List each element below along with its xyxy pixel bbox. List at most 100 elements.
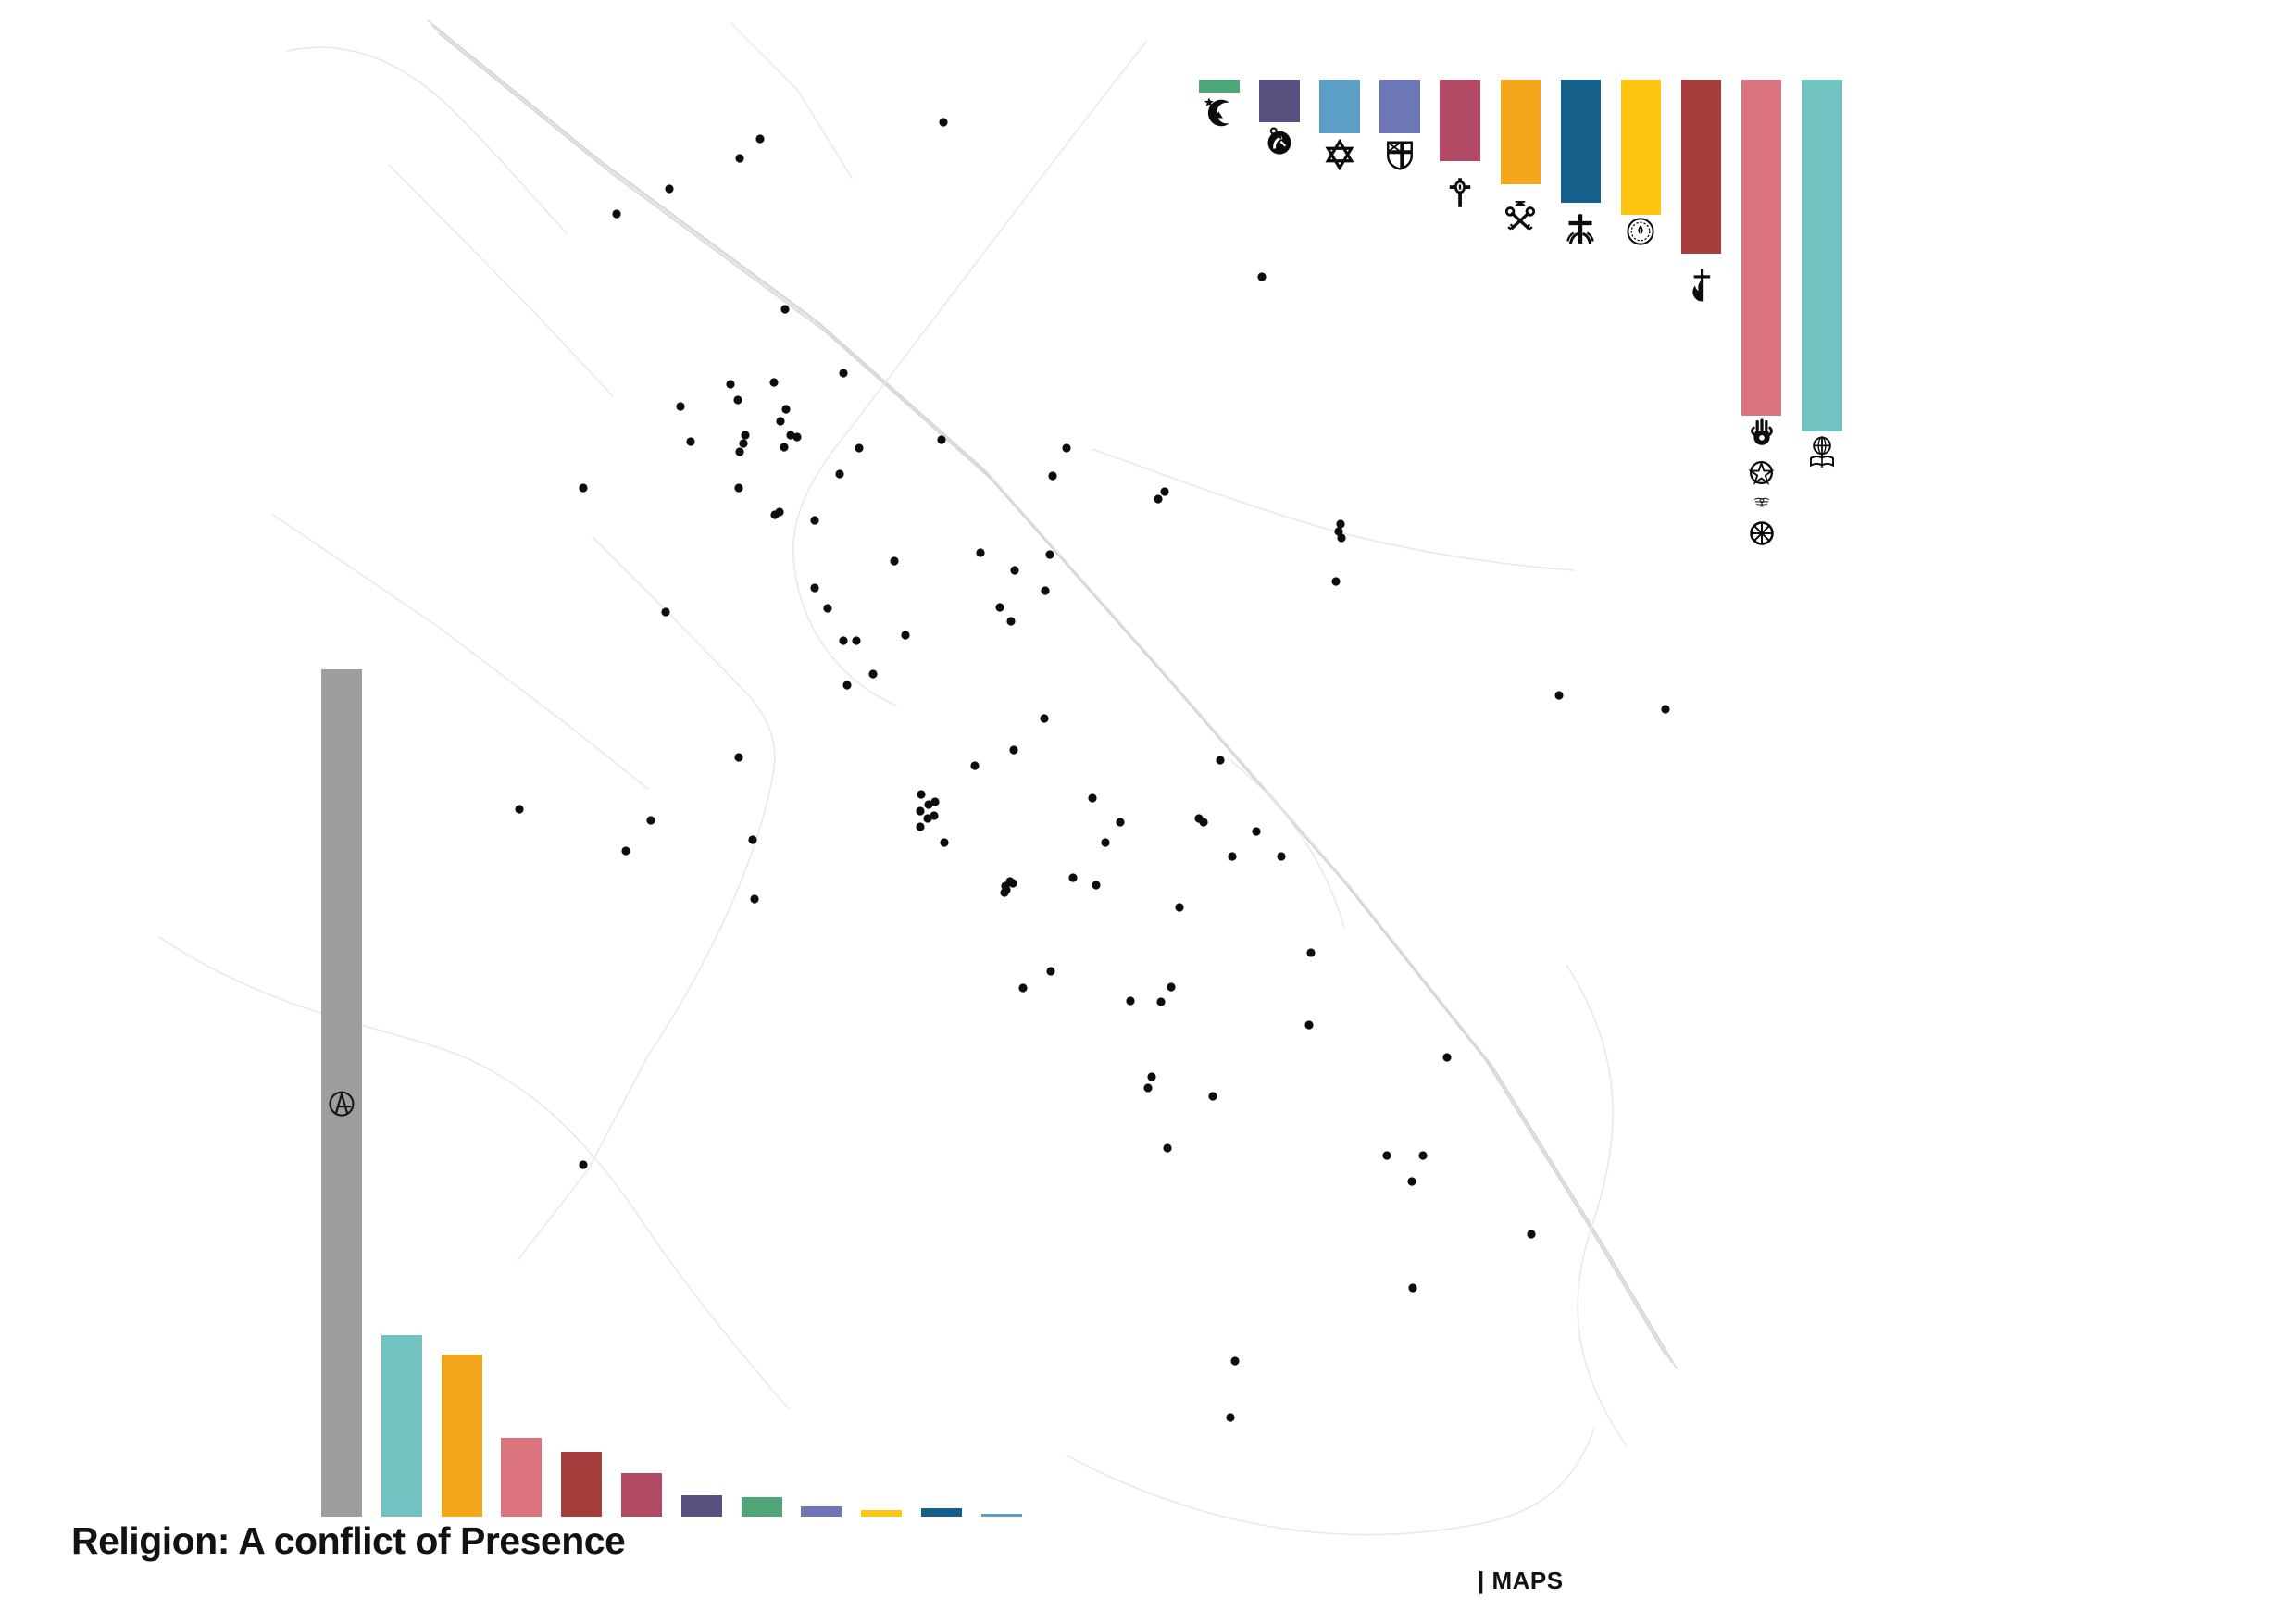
map-point (1277, 852, 1286, 861)
globe-figure-emblem-icon (1264, 125, 1295, 156)
map-point (739, 439, 748, 448)
map-point (923, 814, 932, 823)
top-bar-presbyterian-cross (1560, 80, 1602, 203)
map-point (769, 378, 779, 387)
map-point (780, 305, 790, 314)
budded-cross-icon (1443, 169, 1477, 216)
map-point (868, 669, 878, 679)
map-point (1336, 519, 1345, 529)
map-point (1048, 471, 1057, 481)
map-point (1009, 745, 1018, 755)
top-bar-star-of-david (1319, 80, 1360, 133)
pentacle-icon (1748, 459, 1775, 486)
map-point (1408, 1283, 1417, 1293)
map-point (1156, 997, 1166, 1006)
map-point (735, 154, 744, 163)
map-point (842, 681, 852, 690)
map-point (621, 846, 630, 856)
map-point (1216, 756, 1225, 765)
map-point (1661, 705, 1670, 714)
map-point (835, 469, 844, 479)
map-point (924, 800, 933, 809)
map-point (1306, 948, 1316, 957)
map-point (1527, 1230, 1536, 1239)
map-point (1000, 888, 1009, 897)
map-point (1554, 691, 1564, 700)
map-point (810, 516, 819, 525)
top-bar-budded-cross (1440, 80, 1480, 161)
map-point (515, 805, 524, 814)
map-point (1208, 1092, 1217, 1101)
map-point (661, 607, 670, 617)
map-point (1008, 879, 1017, 888)
map-point (1442, 1053, 1452, 1062)
map-point (1041, 586, 1050, 595)
road-network (158, 19, 1678, 1536)
map-point (1126, 996, 1135, 1006)
bottom-bar-chart (321, 669, 1071, 1517)
map-point (781, 405, 791, 414)
map-point (646, 816, 655, 825)
map-point (1304, 1020, 1314, 1030)
map-point (839, 636, 848, 645)
map-point (916, 822, 925, 831)
bottom-bar-globe-bible (381, 1335, 422, 1517)
map-point (1143, 1083, 1153, 1093)
map-point (786, 431, 795, 440)
map-point (755, 134, 765, 144)
bottom-bar-islam-crescent (741, 1497, 782, 1517)
poi-dots (515, 118, 1670, 1422)
globe-bible-icon (1805, 428, 1839, 476)
bottom-bar-globe-figure-emblem (680, 1495, 722, 1517)
map-point (1116, 818, 1125, 827)
top-bar-globe-figure-emblem (1259, 80, 1300, 122)
bottom-bar-episcopal-shield (801, 1506, 842, 1517)
episcopal-shield-icon (1383, 137, 1416, 174)
bottom-bar-papal-keys (441, 1355, 482, 1517)
map-point (1167, 982, 1176, 992)
map-point (741, 431, 750, 440)
top-bar-globe-bible (1802, 80, 1842, 431)
map-point (1046, 967, 1055, 976)
map-point (1088, 793, 1097, 803)
map-point (1101, 838, 1110, 847)
map-point (930, 797, 940, 806)
top-bar-flame-seal (1620, 80, 1662, 215)
map-point (976, 548, 985, 557)
map-point (930, 811, 939, 820)
map-point (735, 447, 744, 456)
map-point (855, 443, 864, 453)
map-point (852, 636, 861, 645)
presbyterian-cross-icon (1562, 205, 1599, 255)
map-point (780, 443, 789, 452)
map-point (776, 417, 785, 426)
hamsa-icon (1746, 414, 1778, 453)
bottom-bar-presbyterian-cross (921, 1508, 962, 1517)
map-point (1062, 443, 1071, 453)
bottom-bar-methodist-cross-flame (561, 1452, 603, 1517)
map-point (579, 483, 588, 493)
top-bar-other-faiths (1741, 80, 1782, 416)
map-point (1199, 818, 1208, 827)
dharma-wheel-icon (1748, 519, 1776, 547)
flame-seal-icon (1625, 216, 1656, 247)
map-point (1010, 566, 1019, 575)
map-point (726, 380, 735, 389)
map-point (1154, 494, 1163, 504)
bottom-bar-budded-cross (621, 1473, 662, 1517)
map-point (937, 435, 946, 444)
map-point (1407, 1177, 1416, 1186)
map-point (1226, 1413, 1235, 1422)
top-bar-islam-crescent (1199, 80, 1240, 93)
map-point (1040, 714, 1049, 723)
map-point (1068, 873, 1078, 882)
map-point (917, 790, 926, 799)
top-bar-methodist-cross-flame (1680, 80, 1722, 254)
top-bar-papal-keys (1500, 80, 1541, 184)
map-point (939, 118, 948, 127)
map-point (1418, 1151, 1428, 1160)
map-point (940, 838, 949, 847)
methodist-cross-flame-icon (1683, 256, 1720, 314)
map-point (665, 184, 674, 194)
